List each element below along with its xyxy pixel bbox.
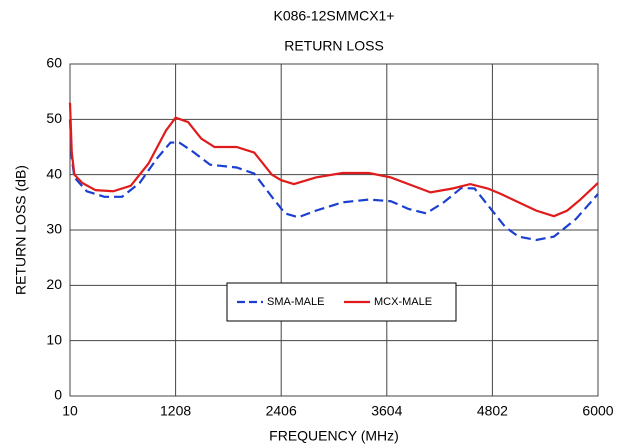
chart-subtitle: RETURN LOSS [284, 38, 384, 54]
y-tick-label: 40 [46, 165, 62, 181]
legend-label: SMA-MALE [267, 296, 324, 308]
y-tick-label: 10 [46, 331, 62, 347]
series-line [68, 119, 599, 242]
x-tick-label: 2406 [266, 403, 297, 419]
x-tick-label: 4802 [477, 403, 508, 419]
legend-label: MCX-MALE [374, 296, 432, 308]
legend-box [226, 282, 457, 322]
chart-title: K086-12SMMCX1+ [273, 8, 394, 24]
y-axis-label: RETURN LOSS (dB) [13, 165, 29, 295]
x-tick-label: 1208 [160, 403, 191, 419]
y-tick-label: 60 [46, 55, 62, 71]
y-tick-label: 0 [54, 387, 62, 403]
x-tick-label: 6000 [582, 403, 613, 419]
y-tick-label: 30 [46, 221, 62, 237]
x-tick-label: 3604 [371, 403, 402, 419]
y-tick-label: 50 [46, 110, 62, 126]
x-tick-label: 10 [62, 403, 78, 419]
x-axis-label: FREQUENCY (MHz) [269, 428, 399, 444]
y-tick-label: 20 [46, 276, 62, 292]
series-line [68, 102, 599, 218]
